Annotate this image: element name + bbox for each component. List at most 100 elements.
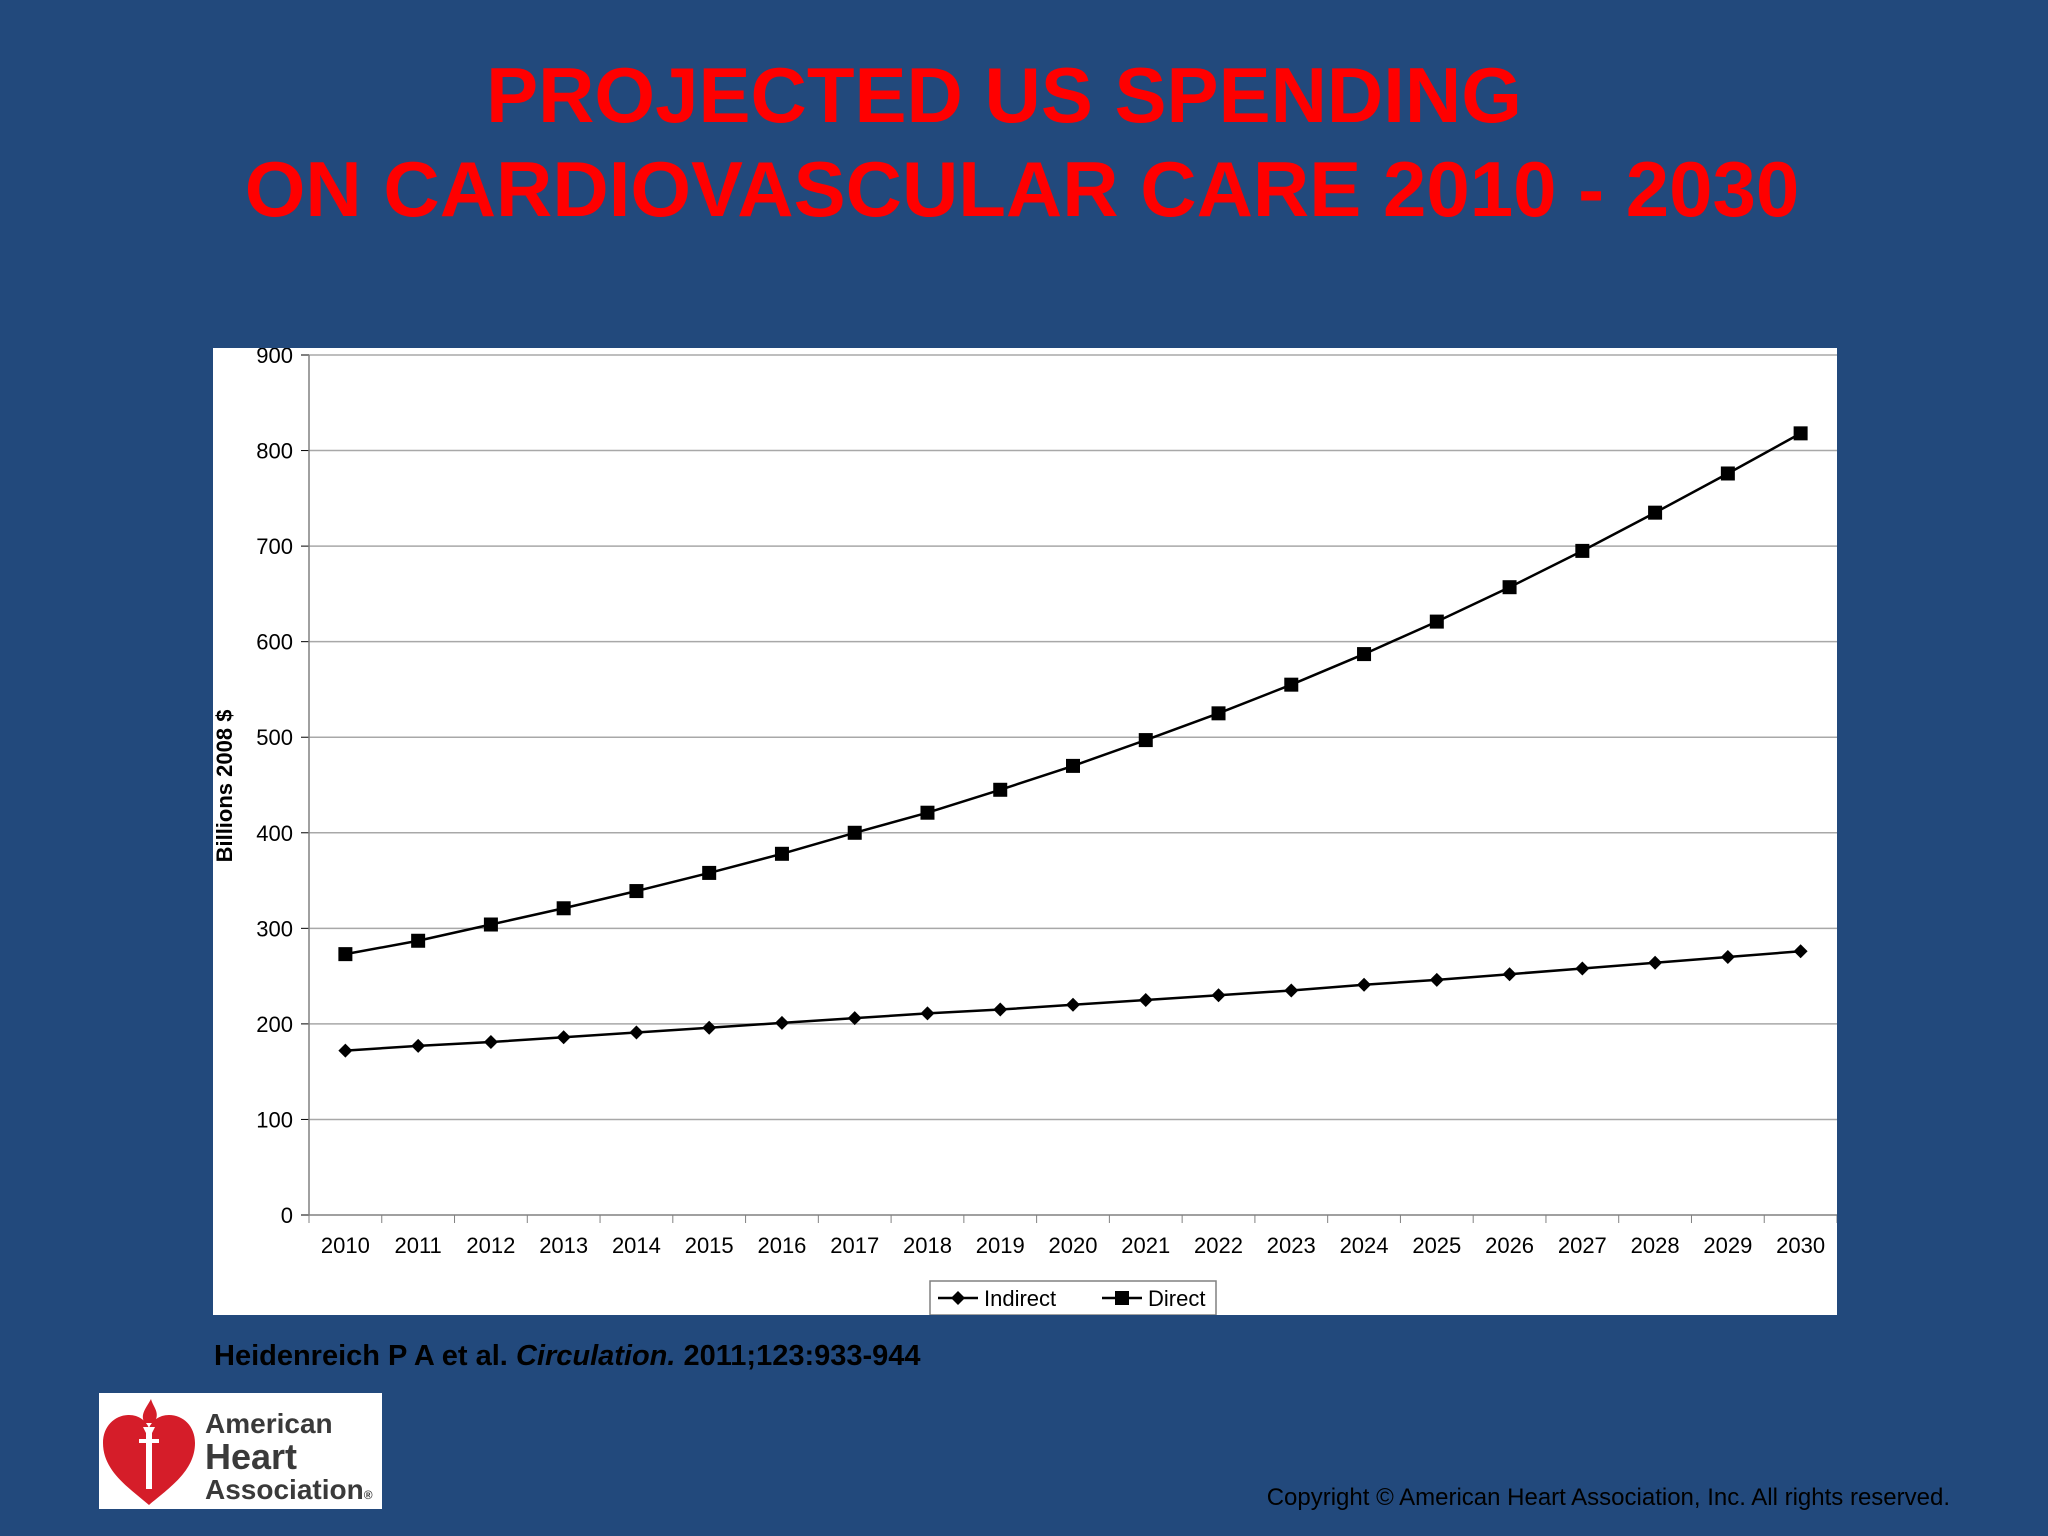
- indirect-point-2018: [920, 1006, 935, 1021]
- aha-logo: American Heart Association®: [99, 1393, 382, 1509]
- direct-point-2024: [1357, 647, 1372, 662]
- chart-panel: 0 100 200 300 400 500 600 700 800 900 2010 2011 201…: [213, 348, 1837, 1315]
- direct-point-2029: [1720, 466, 1735, 481]
- slide-title-line-2: ON CARDIOVASCULAR CARE 2010 - 2030: [244, 145, 1800, 233]
- indirect-point-2012: [483, 1035, 498, 1050]
- x-tick-label-2015: 2015: [685, 1233, 734, 1258]
- direct-point-2017: [847, 825, 862, 840]
- y-tick-label-400: 400: [256, 821, 293, 846]
- indirect-point-2014: [629, 1025, 644, 1040]
- indirect-point-2026: [1502, 967, 1517, 982]
- indirect-point-2017: [847, 1011, 862, 1026]
- direct-point-2018: [920, 805, 935, 820]
- x-tick-label-2022: 2022: [1194, 1233, 1243, 1258]
- legend-label-indirect: Indirect: [984, 1286, 1056, 1311]
- citation-journal: Circulation.: [515, 1340, 676, 1372]
- indirect-point-2024: [1357, 977, 1372, 992]
- logo-text-american: American: [205, 1408, 333, 1439]
- indirect-point-2029: [1720, 950, 1735, 964]
- axes: [301, 354, 1837, 1223]
- indirect-point-2016: [774, 1015, 789, 1030]
- indirect-point-2027: [1575, 961, 1590, 976]
- direct-point-2010: [338, 947, 353, 962]
- x-tick-label-2025: 2025: [1412, 1233, 1461, 1258]
- x-tick-label-2013: 2013: [539, 1233, 588, 1258]
- series-lines: [345, 432, 1802, 1052]
- x-tick-label-2027: 2027: [1558, 1233, 1607, 1258]
- x-tick-label-2029: 2029: [1703, 1233, 1752, 1258]
- y-tick-label-800: 800: [256, 439, 293, 464]
- y-tick-label-600: 600: [256, 630, 293, 655]
- indirect-point-2011: [411, 1038, 426, 1053]
- direct-point-2015: [702, 865, 717, 880]
- indirect-point-2025: [1429, 972, 1444, 987]
- direct-point-2023: [1284, 677, 1299, 692]
- direct-point-2021: [1138, 733, 1153, 748]
- direct-point-2028: [1648, 505, 1663, 520]
- direct-point-2025: [1429, 614, 1444, 629]
- indirect-point-2019: [993, 1002, 1008, 1017]
- legend-marker-indirect: [951, 1291, 965, 1305]
- y-tick-label-300: 300: [256, 916, 293, 941]
- logo-text-heart: Heart: [205, 1436, 298, 1477]
- direct-point-2019: [993, 782, 1008, 797]
- direct-point-2020: [1066, 758, 1080, 773]
- y-axis-label: Billions 2008 $: [213, 710, 237, 863]
- x-tick-label-2014: 2014: [612, 1233, 661, 1258]
- direct-point-2022: [1211, 706, 1226, 721]
- citation-authors: Heidenreich P A et al.: [214, 1340, 508, 1372]
- copyright-notice: Copyright © American Heart Association, …: [1266, 1484, 1950, 1511]
- direct-point-2026: [1502, 580, 1517, 595]
- y-tick-label-900: 900: [256, 348, 293, 368]
- citation-reference: 2011;123:933-944: [683, 1340, 921, 1372]
- direct-point-2027: [1575, 543, 1590, 558]
- indirect-point-2022: [1211, 988, 1226, 1003]
- direct-point-2030: [1793, 426, 1808, 441]
- citation: Heidenreich P A et al. Circulation. 2011…: [214, 1340, 921, 1373]
- y-tick-labels: 0 100 200 300 400 500 600 700 800 900: [256, 348, 293, 1228]
- x-tick-label-2028: 2028: [1631, 1233, 1680, 1258]
- y-tick-label-700: 700: [256, 534, 293, 559]
- x-tick-label-2018: 2018: [903, 1233, 952, 1258]
- y-tick-label-0: 0: [281, 1203, 293, 1228]
- x-tick-label-2026: 2026: [1485, 1233, 1534, 1258]
- indirect-point-2028: [1648, 955, 1663, 970]
- direct-point-2016: [774, 846, 789, 861]
- direct-point-2011: [411, 933, 426, 948]
- indirect-point-2023: [1284, 983, 1299, 998]
- series-markers: [338, 426, 1808, 1058]
- legend: Indirect Direct: [929, 1280, 1217, 1315]
- indirect-point-2010: [338, 1043, 353, 1058]
- x-tick-labels: 2010 2011 2012 2013 2014 2015 2016 2017 2018 2019…: [321, 1233, 1825, 1258]
- direct-point-2013: [556, 901, 571, 916]
- registered-mark: ®: [363, 1488, 373, 1502]
- logo-text-association: Association®: [205, 1476, 373, 1504]
- x-tick-label-2019: 2019: [976, 1233, 1025, 1258]
- x-tick-label-2010: 2010: [321, 1233, 370, 1258]
- x-tick-label-2030: 2030: [1776, 1233, 1825, 1258]
- x-tick-label-2016: 2016: [757, 1233, 806, 1258]
- legend-marker-direct: [1115, 1291, 1129, 1305]
- direct-point-2012: [483, 917, 498, 932]
- y-tick-label-100: 100: [256, 1107, 293, 1132]
- y-tick-label-500: 500: [256, 725, 293, 750]
- x-tick-label-2021: 2021: [1121, 1233, 1170, 1258]
- logo-association-word: Association: [205, 1474, 364, 1505]
- heart-torch-icon: [103, 1399, 195, 1505]
- gridlines: [309, 354, 1837, 1121]
- indirect-point-2030: [1793, 944, 1808, 959]
- series-line-direct: [345, 432, 1802, 956]
- x-tick-label-2012: 2012: [466, 1233, 515, 1258]
- x-tick-label-2020: 2020: [1049, 1233, 1098, 1258]
- indirect-point-2015: [702, 1020, 717, 1035]
- x-tick-label-2023: 2023: [1267, 1233, 1316, 1258]
- x-tick-label-2024: 2024: [1340, 1233, 1389, 1258]
- indirect-point-2020: [1066, 997, 1080, 1012]
- direct-point-2014: [629, 884, 644, 899]
- legend-label-direct: Direct: [1148, 1286, 1205, 1311]
- x-tick-label-2017: 2017: [830, 1233, 879, 1258]
- indirect-point-2013: [556, 1030, 571, 1045]
- slide-title-line-1: PROJECTED US SPENDING: [486, 51, 1522, 139]
- x-tick-label-2011: 2011: [394, 1233, 441, 1258]
